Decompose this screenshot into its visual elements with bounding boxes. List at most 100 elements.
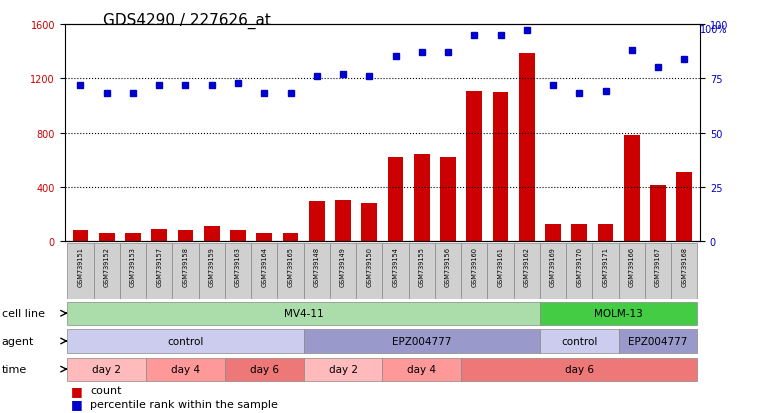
Bar [304,358,382,381]
Text: EPZ004777: EPZ004777 [629,336,688,346]
Text: GSM739166: GSM739166 [629,247,635,286]
Bar [566,244,593,299]
Text: GSM739165: GSM739165 [288,247,294,286]
Text: day 2: day 2 [92,364,121,374]
Bar [650,185,666,242]
Bar [251,244,277,299]
Bar [572,224,587,242]
Text: GDS4290 / 227626_at: GDS4290 / 227626_at [103,12,271,28]
Text: GSM739150: GSM739150 [366,247,372,286]
Bar [309,202,325,242]
Text: ■: ■ [71,384,83,397]
Text: GSM739149: GSM739149 [340,247,346,286]
Bar [619,244,645,299]
Bar [224,358,304,381]
Bar [645,244,671,299]
Bar [624,135,640,242]
Text: percentile rank within the sample: percentile rank within the sample [90,399,278,409]
Bar [146,358,224,381]
Bar [224,244,251,299]
Text: GSM739159: GSM739159 [209,247,215,286]
Bar [414,154,430,242]
Text: control: control [561,336,597,346]
Bar [461,244,488,299]
Text: GSM739152: GSM739152 [103,247,110,286]
Text: time: time [2,364,27,374]
Text: control: control [167,336,204,346]
Bar [230,230,246,242]
Bar [277,244,304,299]
Bar [99,233,115,242]
Text: day 6: day 6 [565,364,594,374]
Text: MOLM-13: MOLM-13 [594,309,643,318]
Bar [597,224,613,242]
Bar [435,244,461,299]
Bar [204,226,220,242]
Text: day 2: day 2 [329,364,358,374]
Bar [151,229,167,242]
Bar [671,244,698,299]
Bar [67,244,94,299]
Bar [619,330,698,353]
Text: GSM739162: GSM739162 [524,247,530,286]
Text: GSM739161: GSM739161 [498,247,504,286]
Bar [67,330,304,353]
Text: GSM739171: GSM739171 [603,247,609,286]
Text: day 6: day 6 [250,364,279,374]
Text: GSM739148: GSM739148 [314,247,320,286]
Text: GSM739156: GSM739156 [445,247,451,286]
Bar [330,244,356,299]
Text: GSM739153: GSM739153 [130,247,136,286]
Text: count: count [90,385,122,395]
Text: GSM739154: GSM739154 [393,247,399,286]
Text: day 4: day 4 [407,364,436,374]
Text: GSM739169: GSM739169 [550,247,556,286]
Bar [382,244,409,299]
Bar [461,358,698,381]
Bar [304,244,330,299]
Bar [492,93,508,242]
Bar [488,244,514,299]
Bar [361,204,377,242]
Bar [335,200,351,242]
Bar [540,244,566,299]
Text: GSM739158: GSM739158 [183,247,189,286]
Text: GSM739157: GSM739157 [156,247,162,286]
Bar [146,244,172,299]
Bar [282,234,298,242]
Bar [356,244,382,299]
Text: ■: ■ [71,397,83,411]
Bar [387,158,403,242]
Bar [409,244,435,299]
Text: day 4: day 4 [171,364,200,374]
Text: GSM739164: GSM739164 [261,247,267,286]
Bar [199,244,224,299]
Text: GSM739155: GSM739155 [419,247,425,286]
Text: cell line: cell line [2,309,45,318]
Bar [119,244,146,299]
Bar [172,244,199,299]
Text: EPZ004777: EPZ004777 [392,336,451,346]
Bar [540,302,698,325]
Text: GSM739160: GSM739160 [471,247,477,286]
Bar [256,233,272,242]
Text: GSM739167: GSM739167 [655,247,661,286]
Bar [677,173,693,242]
Bar [125,233,141,242]
Text: GSM739151: GSM739151 [78,247,84,286]
Text: MV4-11: MV4-11 [284,309,323,318]
Text: 100%: 100% [700,25,728,35]
Text: GSM739168: GSM739168 [681,247,687,286]
Text: GSM739170: GSM739170 [576,247,582,286]
Bar [67,358,146,381]
Text: agent: agent [2,336,34,346]
Text: GSM739163: GSM739163 [235,247,241,286]
Bar [545,224,561,242]
Bar [177,230,193,242]
Bar [382,358,461,381]
Bar [72,230,88,242]
Bar [94,244,119,299]
Bar [519,54,535,242]
Bar [540,330,619,353]
Bar [304,330,540,353]
